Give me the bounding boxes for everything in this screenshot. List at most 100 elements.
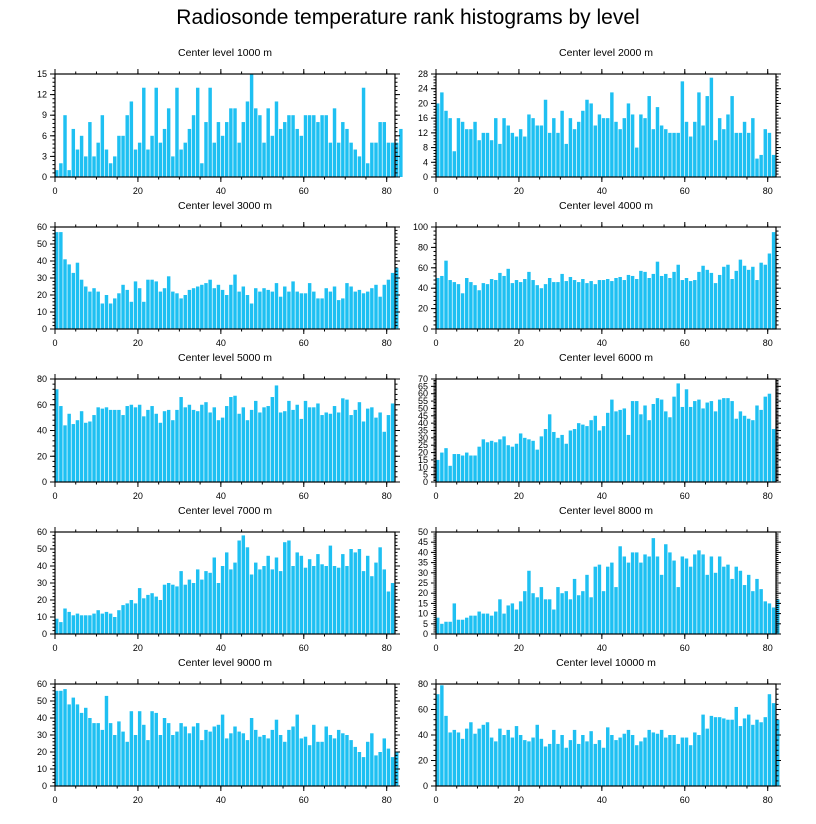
histogram-bar [568, 599, 573, 634]
histogram-bar [291, 115, 295, 177]
histogram-bar [539, 587, 544, 634]
histogram-bar [722, 718, 726, 786]
histogram-bar [614, 411, 618, 482]
histogram-bar [680, 406, 685, 482]
histogram-bar [100, 729, 105, 786]
histogram-bar [345, 399, 349, 482]
histogram-bar [593, 415, 598, 482]
histogram-bar [547, 414, 552, 482]
histogram-bar [129, 301, 134, 329]
histogram-bar [494, 442, 498, 482]
histogram-bar [225, 552, 229, 634]
histogram-bar [336, 300, 341, 329]
histogram-bar [742, 718, 747, 786]
histogram-bar [697, 271, 701, 329]
histogram-bar [746, 269, 751, 329]
chart-panel-3: Center level 3000 m 0 10 20 30 40 50 60 0 20 40 60 8… [37, 200, 400, 348]
histogram-bar [67, 413, 71, 482]
histogram-bar [254, 562, 258, 634]
histogram-bar [705, 96, 709, 177]
y-tick-label: 40 [37, 561, 47, 571]
histogram-bar [208, 572, 212, 634]
histogram-bar [568, 430, 573, 482]
histogram-bar [121, 135, 125, 177]
histogram-bar [75, 262, 80, 329]
histogram-bar [560, 735, 564, 786]
histogram-bar [320, 115, 324, 177]
histogram-bar [162, 411, 167, 482]
histogram-bar [688, 406, 693, 482]
histogram-bar [510, 132, 515, 177]
histogram-bar [626, 434, 631, 482]
histogram-bar [129, 404, 134, 482]
x-tick-label: 20 [514, 338, 524, 348]
histogram-bar [154, 712, 158, 786]
histogram-bar [299, 293, 304, 329]
histogram-bar [341, 298, 345, 329]
histogram-bar [485, 722, 490, 786]
histogram-bar [187, 733, 192, 786]
histogram-bar [701, 554, 705, 634]
histogram-bar [465, 617, 469, 634]
histogram-bar [117, 293, 121, 329]
histogram-bar [489, 615, 494, 634]
y-tick-label: 65 [418, 381, 428, 391]
histogram-bar [237, 540, 241, 634]
y-tick-label: 20 [37, 747, 47, 757]
histogram-bar [668, 552, 672, 634]
histogram-bar [767, 132, 772, 177]
histogram-bar [635, 279, 639, 329]
histogram-bar [328, 291, 333, 329]
histogram-bar [229, 569, 233, 634]
histogram-bar [386, 142, 391, 177]
histogram-bar [746, 418, 751, 482]
histogram-bar [241, 122, 246, 177]
histogram-bar [303, 567, 308, 634]
histogram-bar [452, 729, 457, 786]
histogram-bar [589, 731, 593, 786]
histogram-bar [510, 283, 515, 329]
histogram-bar [365, 163, 370, 177]
histogram-bar [104, 611, 109, 634]
y-tick-label: 8 [423, 143, 428, 153]
histogram-bar [361, 571, 366, 634]
histogram-bar [100, 613, 105, 634]
histogram-bar [688, 136, 693, 177]
histogram-bar [129, 600, 134, 634]
histogram-bar [759, 262, 763, 329]
histogram-bar [440, 452, 444, 482]
x-tick-label: 20 [133, 491, 143, 501]
y-tick-label: 0 [423, 477, 428, 487]
histogram-bar [195, 286, 200, 329]
histogram-bar [635, 745, 639, 786]
histogram-bar [113, 156, 117, 177]
histogram-bar [191, 726, 196, 786]
histogram-bar [200, 740, 204, 786]
histogram-bar [370, 576, 374, 634]
histogram-bar [67, 611, 71, 634]
histogram-bar [502, 275, 506, 329]
histogram-bar [303, 736, 308, 786]
histogram-bar [108, 613, 113, 634]
histogram-bar [365, 408, 370, 482]
histogram-bar [374, 284, 378, 329]
histogram-bar [539, 125, 544, 177]
histogram-bar [643, 737, 647, 786]
histogram-bar [460, 121, 465, 177]
chart-panel-4: Center level 4000 m 0 20 40 60 80 100 0 20 40 60 80 [413, 200, 781, 348]
histogram-bar [713, 411, 718, 482]
histogram-bar [233, 726, 237, 786]
histogram-bar [531, 118, 535, 177]
chart-panel-10: Center level 10000 m 0 20 40 60 80 0 20 40 60 80 [418, 657, 781, 805]
x-tick-label: 80 [763, 186, 773, 196]
histogram-bar [618, 737, 622, 786]
y-tick-label: 50 [37, 696, 47, 706]
histogram-bar [249, 574, 254, 634]
histogram-bar [395, 142, 399, 177]
histogram-bar [324, 566, 328, 634]
histogram-bar [722, 129, 726, 177]
histogram-bar [133, 603, 138, 634]
histogram-bar [133, 149, 138, 177]
histogram-bar [216, 420, 221, 482]
histogram-bar [763, 601, 768, 634]
